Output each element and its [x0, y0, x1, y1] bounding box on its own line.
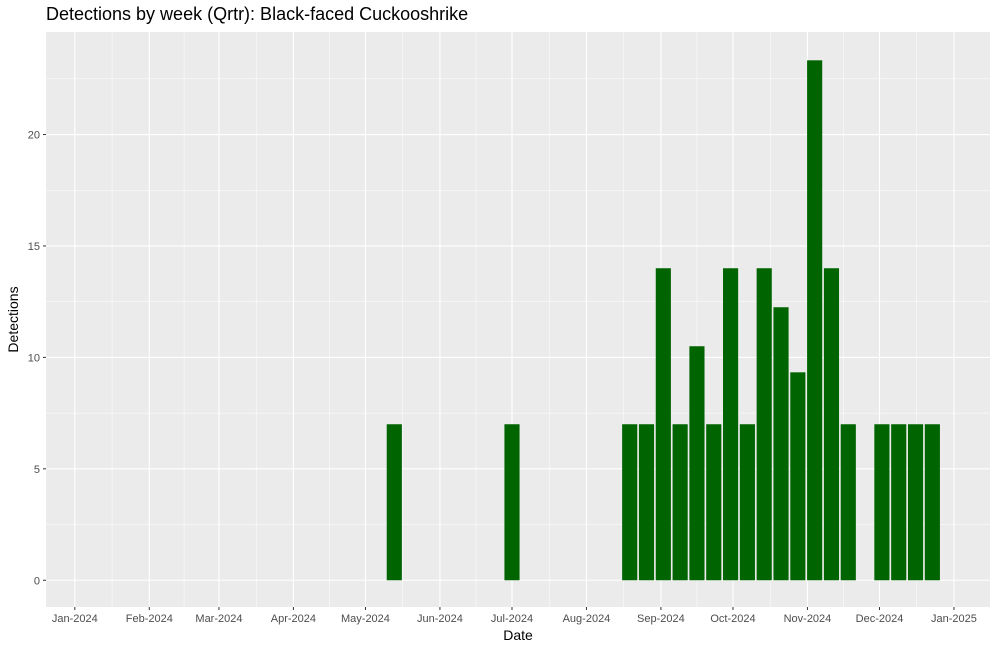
x-tick-label: Jul-2024: [491, 613, 533, 625]
x-tick-label: Aug-2024: [563, 613, 611, 625]
bar: [773, 307, 788, 580]
y-tick-label: 20: [28, 130, 40, 142]
bar: [639, 424, 654, 580]
x-tick-label: Dec-2024: [856, 613, 904, 625]
x-tick-label: Jan-2025: [931, 613, 977, 625]
x-tick-label: Oct-2024: [710, 613, 755, 625]
bar: [757, 268, 772, 580]
bar: [706, 424, 721, 580]
x-axis-title: Date: [503, 627, 533, 643]
x-tick-label: Apr-2024: [271, 613, 316, 625]
y-tick-label: 15: [28, 241, 40, 253]
x-tick-label: Sep-2024: [637, 613, 685, 625]
bar: [807, 60, 822, 580]
x-tick-label: Jun-2024: [417, 613, 463, 625]
bar: [656, 268, 671, 580]
y-axis: 0 5 10 15 20: [28, 130, 46, 588]
bar: [740, 424, 755, 580]
x-tick-label: Feb-2024: [126, 613, 173, 625]
bar: [841, 424, 856, 580]
x-tick-label: Nov-2024: [784, 613, 832, 625]
bar: [387, 424, 402, 580]
bar: [673, 424, 688, 580]
y-tick-label: 10: [28, 352, 40, 364]
bar: [504, 424, 519, 580]
x-tick-label: Jan-2024: [52, 613, 98, 625]
y-tick-label: 0: [34, 575, 40, 587]
bar: [622, 424, 637, 580]
y-axis-title: Detections: [5, 286, 21, 352]
bar: [874, 424, 889, 580]
bar: [790, 372, 805, 580]
bar: [723, 268, 738, 580]
x-tick-label: Mar-2024: [195, 613, 242, 625]
bar: [824, 268, 839, 580]
y-tick-label: 5: [34, 464, 40, 476]
bar: [689, 346, 704, 580]
x-axis: Jan-2024 Feb-2024 Mar-2024 Apr-2024 May-2024…: [52, 607, 977, 625]
x-tick-label: May-2024: [341, 613, 390, 625]
bar: [891, 424, 906, 580]
bar: [925, 424, 940, 580]
bar: [908, 424, 923, 580]
